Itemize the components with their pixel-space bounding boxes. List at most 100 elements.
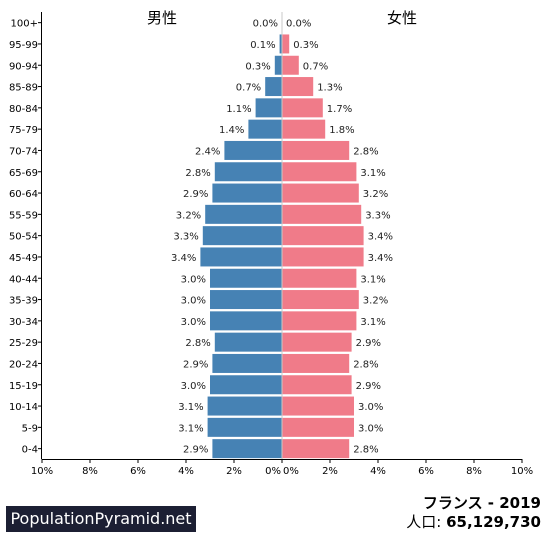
female-value-label: 3.0%: [358, 423, 383, 434]
male-bar: [214, 162, 282, 182]
female-bar: [282, 98, 323, 118]
age-label: 65-69: [9, 168, 38, 179]
brand-logo[interactable]: PopulationPyramid.net: [6, 506, 196, 532]
male-bar: [248, 119, 282, 139]
population-value: 65,129,730: [446, 513, 541, 531]
age-label: 75-79: [9, 125, 38, 136]
age-label: 60-64: [9, 189, 38, 200]
age-label: 15-19: [9, 381, 38, 392]
title-separator: -: [482, 494, 500, 512]
female-value-label: 2.9%: [356, 381, 381, 392]
male-bar: [212, 183, 282, 203]
x-tick-label: 0%: [265, 466, 281, 477]
female-value-label: 2.9%: [356, 338, 381, 349]
x-tick-label: 4%: [370, 466, 386, 477]
male-bar: [207, 417, 282, 437]
female-bar: [282, 162, 357, 182]
male-bar: [202, 226, 282, 246]
female-value-label: 3.1%: [360, 317, 385, 328]
age-label: 20-24: [9, 359, 38, 370]
age-label: 40-44: [9, 274, 38, 285]
male-bar: [212, 439, 282, 459]
female-value-label: 0.3%: [293, 40, 318, 51]
age-label: 35-39: [9, 296, 38, 307]
male-bar: [274, 55, 282, 75]
age-label: 45-49: [9, 253, 38, 264]
country-name: フランス: [422, 494, 483, 512]
x-tick-label: 6%: [130, 466, 146, 477]
age-label: 10-14: [9, 402, 38, 413]
female-bar: [282, 140, 350, 160]
male-value-label: 2.9%: [183, 445, 208, 456]
male-bar: [212, 353, 282, 373]
female-bar: [282, 375, 352, 395]
male-value-label: 3.0%: [181, 296, 206, 307]
x-tick-label: 8%: [466, 466, 482, 477]
population-label: 人口:: [406, 513, 442, 531]
male-value-label: 2.8%: [185, 338, 210, 349]
age-label: 70-74: [9, 146, 38, 157]
female-value-label: 3.2%: [363, 189, 388, 200]
male-value-label: 3.0%: [181, 274, 206, 285]
population-pyramid-chart: 男性 女性 100+ 0.0% 0.0% 95-99 0.1% 0.3% 90-94 0.3% 0.…: [9, 9, 533, 477]
female-bar: [282, 183, 359, 203]
male-value-label: 0.0%: [253, 19, 278, 30]
chart-title: フランス - 2019: [423, 492, 541, 513]
female-value-label: 1.3%: [317, 83, 342, 94]
age-label: 85-89: [9, 83, 38, 94]
age-label: 90-94: [9, 61, 38, 72]
male-value-label: 3.0%: [181, 317, 206, 328]
x-tick-label: 4%: [178, 466, 194, 477]
female-value-label: 3.0%: [358, 402, 383, 413]
male-value-label: 3.0%: [181, 381, 206, 392]
male-value-label: 0.3%: [245, 61, 270, 72]
year: 2019: [499, 494, 541, 512]
female-bar: [282, 119, 326, 139]
female-bar: [282, 204, 362, 224]
male-bar: [200, 247, 282, 267]
age-label: 25-29: [9, 338, 38, 349]
age-label: 55-59: [9, 210, 38, 221]
female-bar: [282, 77, 314, 97]
male-value-label: 1.4%: [219, 125, 244, 136]
male-bar: [210, 268, 282, 288]
x-tick-label: 2%: [226, 466, 242, 477]
male-value-label: 3.1%: [178, 423, 203, 434]
female-bar: [282, 55, 299, 75]
male-bar: [210, 311, 282, 331]
male-value-label: 2.4%: [195, 146, 220, 157]
x-tick-label: 10%: [31, 466, 53, 477]
female-bar: [282, 332, 352, 352]
series-label-female: 女性: [387, 9, 417, 27]
age-label: 100+: [11, 19, 38, 30]
age-label: 50-54: [9, 232, 38, 243]
female-value-label: 3.4%: [368, 253, 393, 264]
male-bar: [214, 332, 282, 352]
male-value-label: 0.1%: [250, 40, 275, 51]
female-bar: [282, 247, 364, 267]
age-label: 0-4: [22, 445, 38, 456]
female-value-label: 1.7%: [327, 104, 352, 115]
x-tick-label: 0%: [283, 466, 299, 477]
population-line: 人口: 65,129,730: [406, 511, 541, 532]
female-value-label: 3.1%: [360, 274, 385, 285]
x-tick-label: 2%: [322, 466, 338, 477]
female-bar: [282, 226, 364, 246]
female-value-label: 2.8%: [353, 146, 378, 157]
female-bar: [282, 439, 350, 459]
male-bar: [255, 98, 282, 118]
female-value-label: 0.7%: [303, 61, 328, 72]
female-bar: [282, 34, 290, 54]
series-label-male: 男性: [147, 9, 177, 27]
male-bar: [265, 77, 282, 97]
male-bar: [205, 204, 282, 224]
male-bar: [207, 396, 282, 416]
age-label: 80-84: [9, 104, 38, 115]
female-value-label: 0.0%: [286, 19, 311, 30]
x-tick-label: 6%: [418, 466, 434, 477]
male-bar: [279, 34, 282, 54]
female-bar: [282, 417, 354, 437]
male-value-label: 2.9%: [183, 359, 208, 370]
age-label: 95-99: [9, 40, 38, 51]
male-bar: [210, 375, 282, 395]
